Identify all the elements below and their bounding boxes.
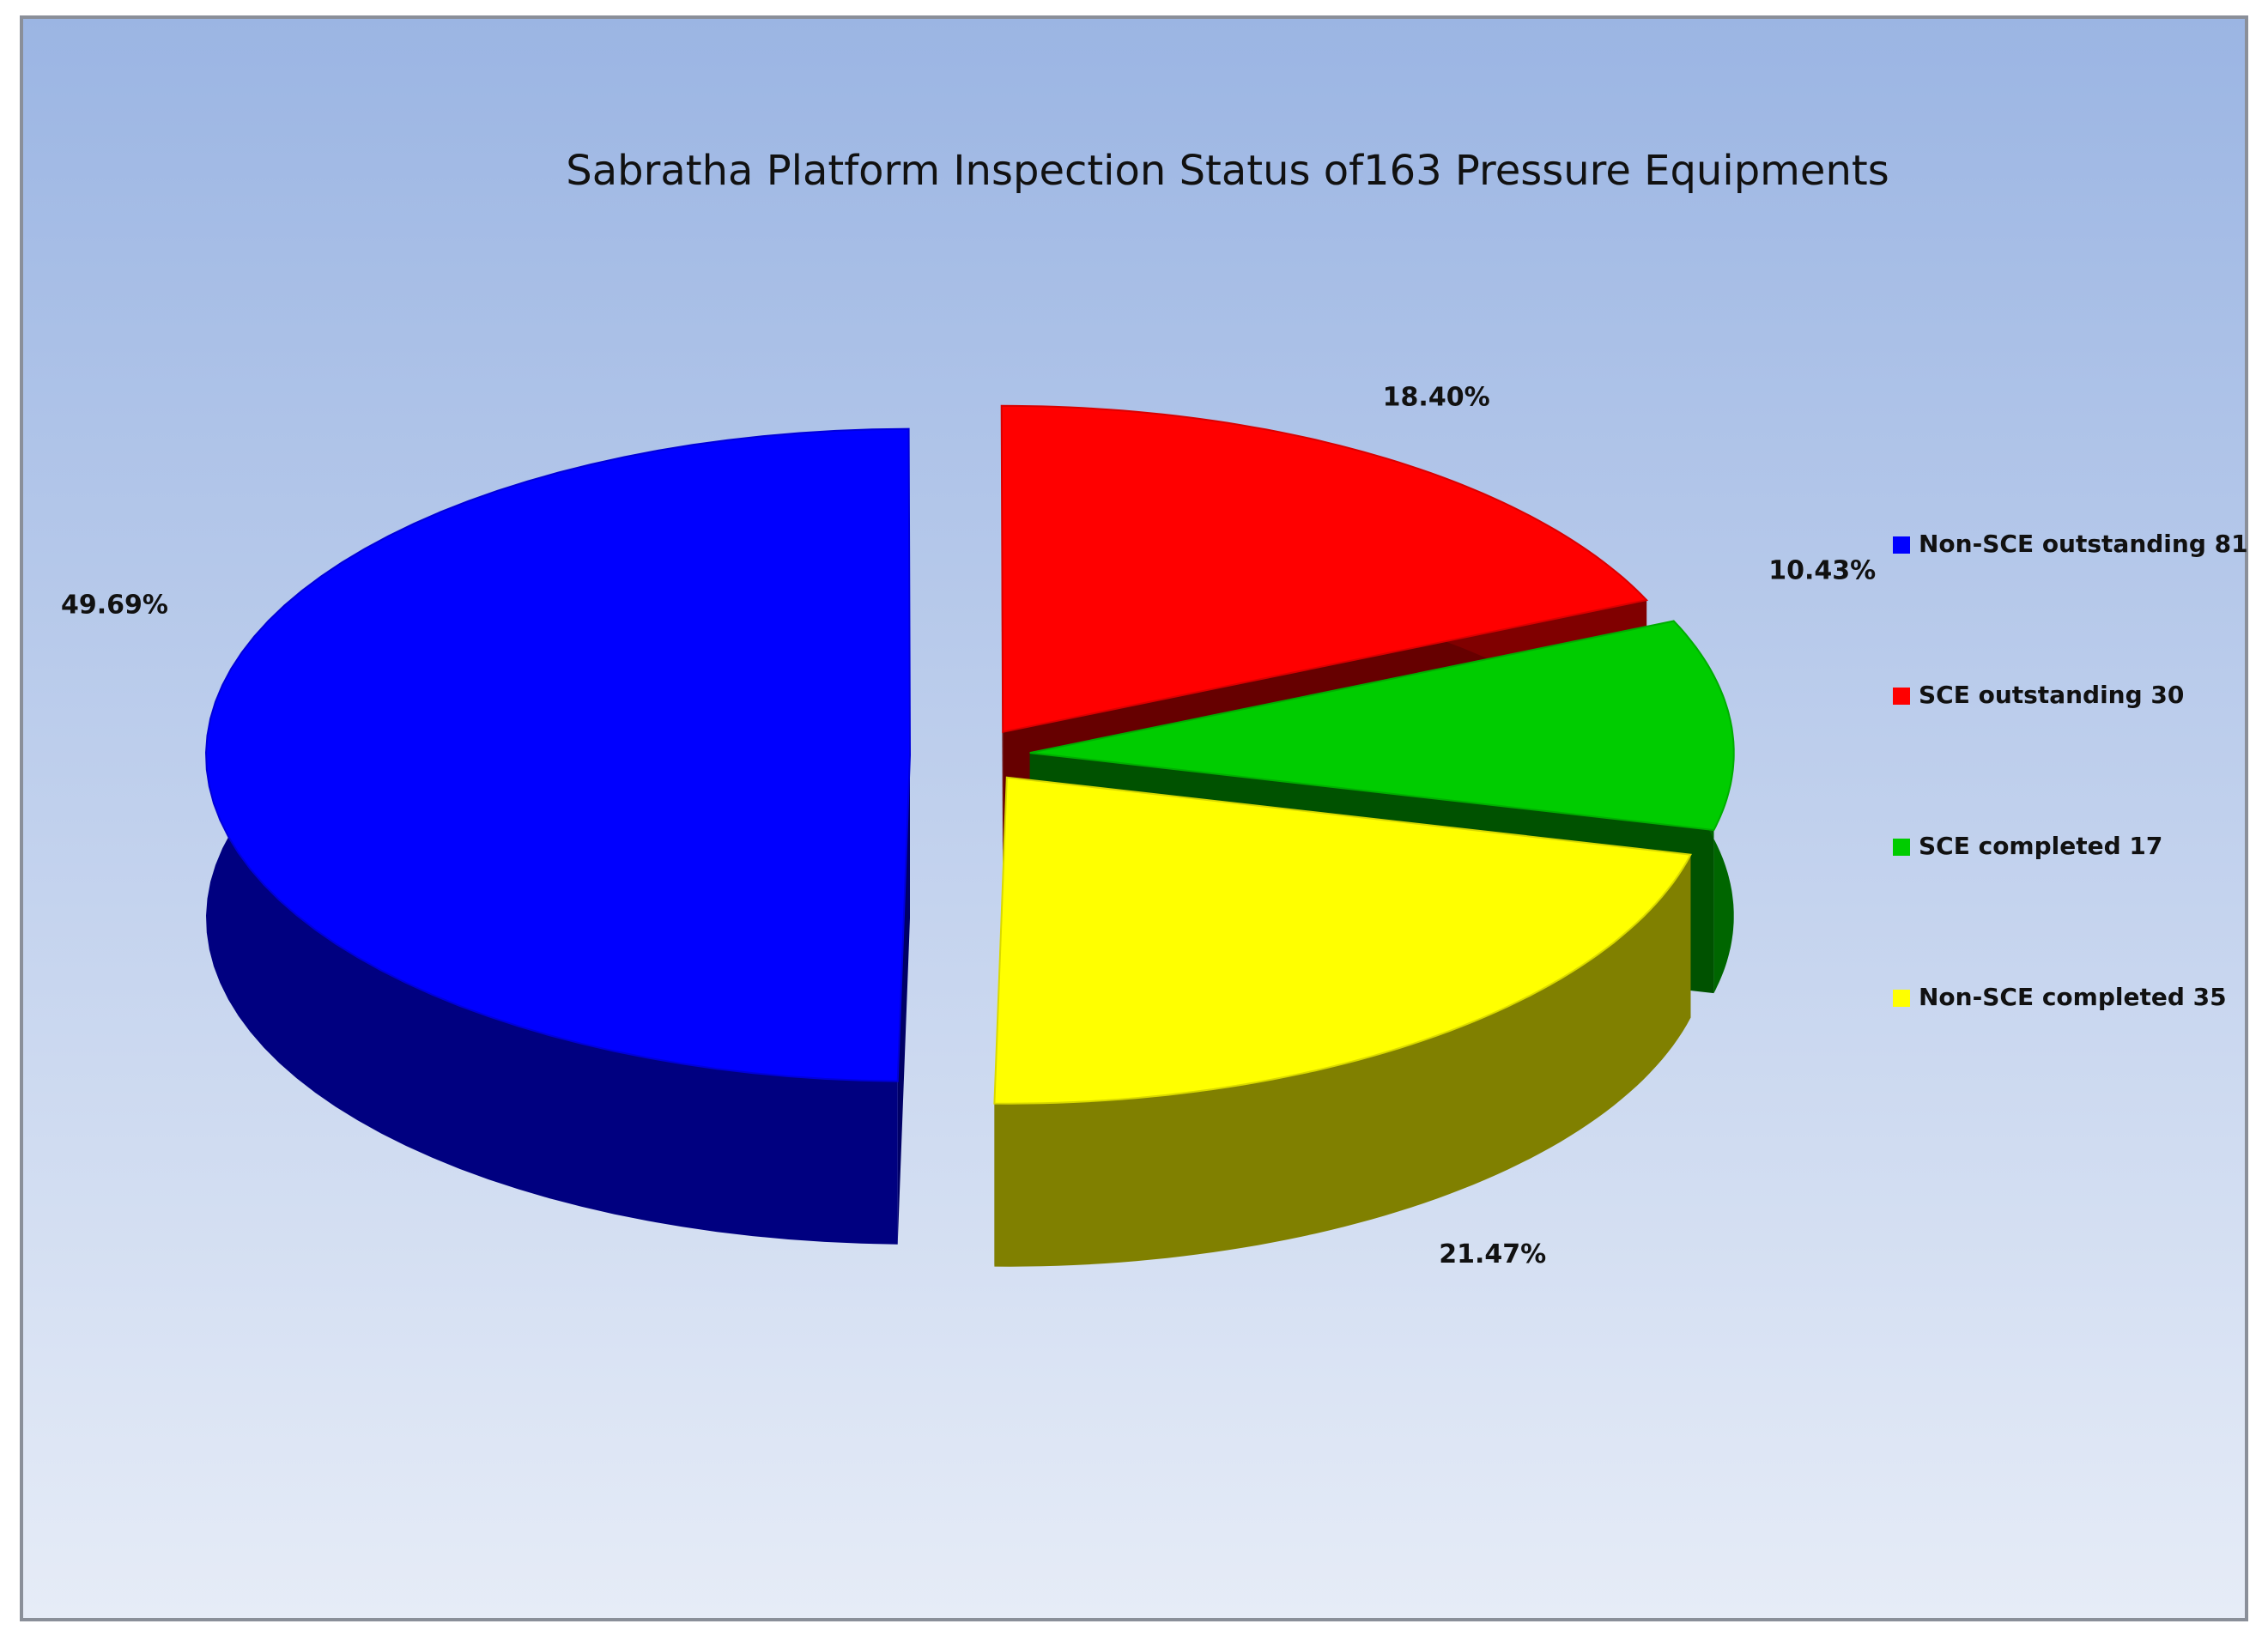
legend-label: Non-SCE completed 35 <box>1919 983 2227 1011</box>
legend: Non-SCE outstanding 81 SCE outstanding 30… <box>1893 530 2248 1011</box>
data-label: 18.40% <box>1383 383 1490 413</box>
legend-swatch <box>1893 688 1910 705</box>
data-label: 10.43% <box>1768 556 1876 586</box>
slice-side <box>994 854 1691 1267</box>
slice <box>993 776 1692 1105</box>
chart-title: Sabratha Platform Inspection Status of16… <box>566 147 1889 195</box>
legend-label: SCE outstanding 30 <box>1919 681 2184 709</box>
slice <box>1000 404 1649 734</box>
data-label: 21.47% <box>1439 1239 1546 1269</box>
slice <box>204 427 912 1082</box>
slice <box>1029 620 1735 832</box>
data-label: 49.69% <box>61 591 168 621</box>
legend-swatch <box>1893 990 1910 1007</box>
legend-label: Non-SCE outstanding 81 <box>1919 530 2248 558</box>
legend-swatch <box>1893 839 1910 856</box>
legend-label: SCE completed 17 <box>1919 832 2162 860</box>
legend-swatch <box>1893 536 1910 554</box>
pie: 18.40% 10.43% 49.69% 21.47% <box>61 383 1876 1270</box>
slice-side <box>897 754 910 1245</box>
